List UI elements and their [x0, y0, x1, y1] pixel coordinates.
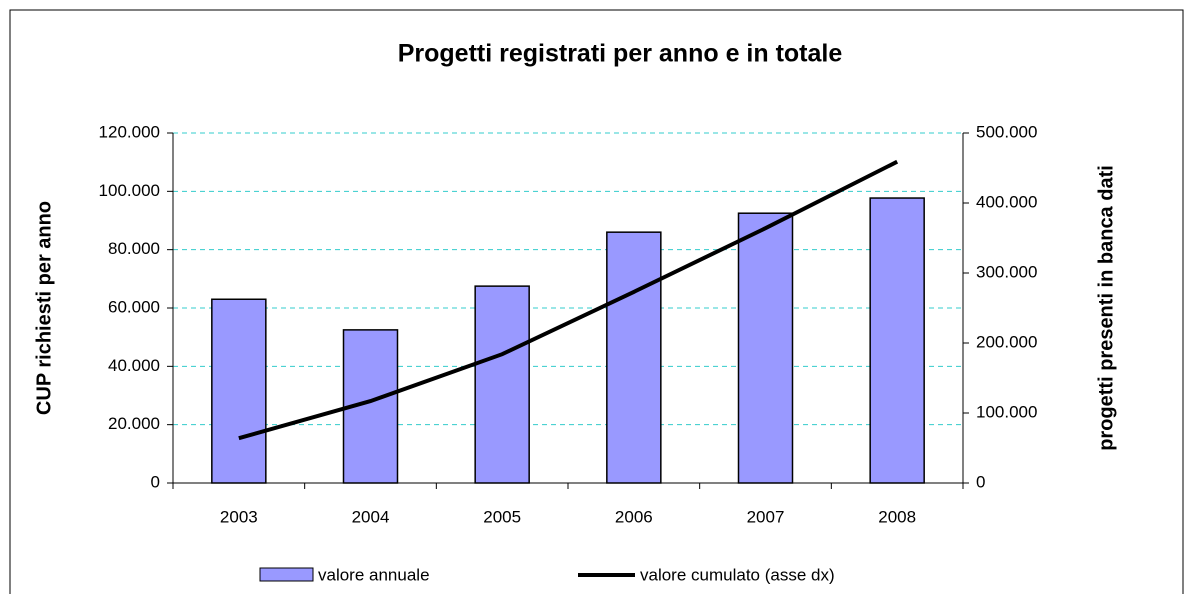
x-tick-label: 2007: [747, 507, 785, 526]
bar: [869, 197, 925, 484]
x-tick-label: 2006: [615, 507, 653, 526]
y2-tick-label: 100.000: [976, 402, 1037, 421]
y-tick-label: 40.000: [108, 356, 160, 375]
x-tick-label: 2004: [352, 507, 390, 526]
y-tick-label: 60.000: [108, 297, 160, 316]
y-tick-label: 100.000: [99, 181, 160, 200]
y-tick-label: 120.000: [99, 122, 160, 141]
chart-frame: [9, 9, 1184, 594]
y2-tick-label: 500.000: [976, 122, 1037, 141]
y2-tick-label: 400.000: [976, 192, 1037, 211]
x-tick-label: 2008: [878, 507, 916, 526]
y-tick-label: 0: [151, 472, 160, 491]
legend-swatch: [259, 567, 314, 582]
chart-title: Progetti registrati per anno e in totale: [398, 40, 843, 68]
bar: [474, 285, 530, 484]
line-series: [238, 159, 899, 441]
x-tick-label: 2005: [483, 507, 521, 526]
bar: [211, 298, 267, 484]
y-tick-label: 20.000: [108, 414, 160, 433]
legend-label: valore annuale: [318, 565, 430, 584]
y-tick-label: 80.000: [108, 239, 160, 258]
y2-tick-label: 0: [976, 472, 985, 491]
legend-label: valore cumulato (asse dx): [640, 565, 835, 584]
y2-axis-title: progetti presenti in banca dati: [1095, 165, 1117, 451]
y2-tick-label: 200.000: [976, 332, 1037, 351]
x-tick-label: 2003: [220, 507, 258, 526]
y2-tick-label: 300.000: [976, 262, 1037, 281]
bar: [737, 212, 794, 484]
y-axis-title: CUP richiesti per anno: [33, 201, 55, 415]
bar: [606, 231, 662, 484]
